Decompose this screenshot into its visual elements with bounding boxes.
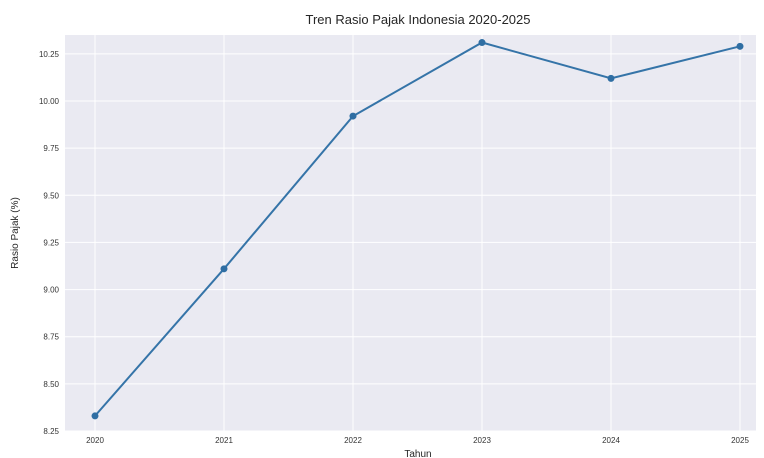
x-tick-label: 2021 <box>215 436 233 445</box>
x-tick-label: 2025 <box>731 436 749 445</box>
data-point <box>220 265 228 273</box>
plot-background <box>65 35 756 431</box>
data-point <box>478 39 486 47</box>
data-point <box>607 74 615 82</box>
x-tick-label: 2024 <box>602 436 620 445</box>
data-point <box>349 112 357 120</box>
y-tick-label: 9.50 <box>43 191 59 200</box>
x-tick-label: 2020 <box>86 436 104 445</box>
data-point <box>91 412 99 420</box>
y-tick-label: 9.75 <box>43 144 59 153</box>
y-tick-label: 8.50 <box>43 380 59 389</box>
chart-title: Tren Rasio Pajak Indonesia 2020-2025 <box>306 12 531 27</box>
x-axis-label: Tahun <box>404 449 431 458</box>
x-tick-label: 2022 <box>344 436 362 445</box>
y-tick-labels: 8.25 8.50 8.75 9.00 9.25 9.50 9.75 10.00 10.25 <box>39 50 60 436</box>
grid-lines <box>65 35 756 432</box>
y-tick-label: 8.25 <box>43 427 59 436</box>
y-tick-label: 8.75 <box>43 333 59 342</box>
series-line <box>94 41 741 417</box>
data-point <box>736 42 744 50</box>
y-tick-label: 9.25 <box>43 238 59 247</box>
y-axis-label: Rasio Pajak (%) <box>10 197 21 269</box>
x-tick-label: 2023 <box>473 436 491 445</box>
y-tick-label: 10.25 <box>39 50 60 59</box>
x-tick-labels: 2020 2021 2022 2023 2024 2025 <box>86 436 749 445</box>
y-tick-label: 9.00 <box>43 286 59 295</box>
data-points <box>91 39 744 420</box>
y-tick-label: 10.00 <box>39 97 60 106</box>
